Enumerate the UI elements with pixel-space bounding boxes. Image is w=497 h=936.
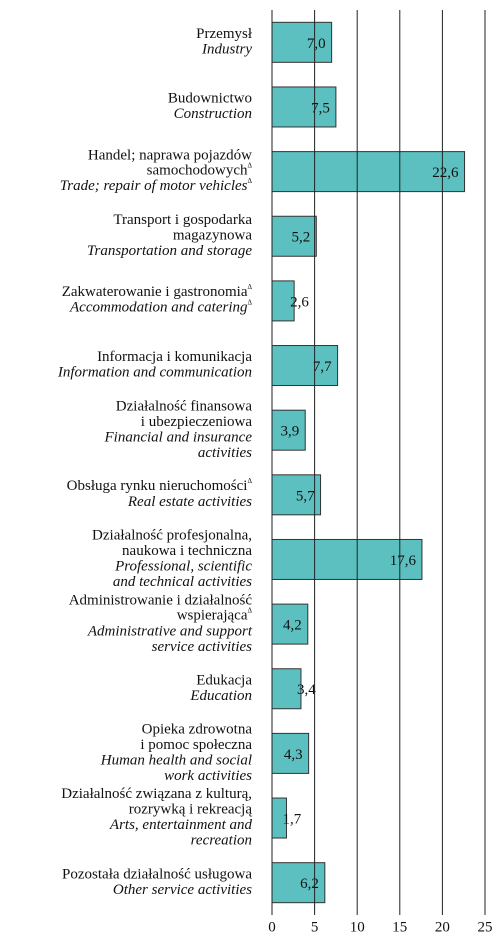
category-label: wspierającaΔ — [177, 606, 253, 624]
value-label: 4,3 — [284, 747, 303, 763]
category-label: naukowa i techniczna — [122, 543, 252, 559]
category-label: Administrowanie i działalność — [69, 592, 253, 608]
category-label: Działalność profesjonalna, — [92, 528, 252, 544]
bar — [271, 86, 337, 128]
category-label: service activities — [152, 639, 253, 655]
x-tick-label: 0 — [268, 919, 276, 935]
category-label: Informacja i komunikacja — [97, 349, 252, 365]
value-label: 7,7 — [313, 359, 332, 375]
bar — [271, 21, 333, 63]
category-label: i ubezpieczeniowa — [141, 414, 253, 430]
category-label: Przemysł — [196, 26, 253, 42]
value-label: 4,2 — [283, 618, 302, 634]
category-label: Transport i gospodarka — [113, 212, 252, 228]
bar — [271, 215, 317, 257]
x-tick-label: 5 — [311, 919, 319, 935]
category-label: Other service activities — [113, 882, 252, 898]
category-label: Działalność związana z kulturą, — [61, 786, 252, 802]
value-label: 6,2 — [300, 876, 319, 892]
category-label: Construction — [174, 106, 252, 122]
bar — [271, 151, 466, 193]
category-label: Arts, entertainment and — [109, 817, 253, 833]
value-label: 22,6 — [432, 165, 459, 181]
category-label: Opieka zdrowotna — [142, 722, 253, 738]
value-label: 1,7 — [282, 811, 301, 827]
value-label: 3,9 — [280, 424, 299, 440]
category-label: Administrative and support — [87, 623, 253, 639]
category-label: Real estate activities — [127, 494, 252, 510]
category-label: Handel; naprawa pojazdów — [88, 148, 252, 164]
category-label: Obsługa rynku nieruchomościΔ — [67, 477, 253, 495]
x-tick-label: 10 — [350, 919, 365, 935]
category-label: Industry — [201, 42, 252, 58]
value-label: 5,2 — [292, 230, 311, 246]
category-label: magazynowa — [173, 228, 252, 244]
category-label: work activities — [164, 768, 252, 784]
x-tick-label: 25 — [478, 919, 493, 935]
category-label: Budownictwo — [168, 91, 252, 107]
bar — [271, 862, 326, 904]
category-label: rozrywką i rekreacją — [129, 802, 253, 818]
value-label: 7,0 — [307, 36, 326, 52]
category-label: and technical activities — [113, 574, 252, 590]
category-label: Education — [189, 688, 252, 704]
category-label: Zakwaterowanie i gastronomiaΔ — [62, 283, 253, 301]
value-label: 3,4 — [297, 682, 316, 698]
x-tick-label: 20 — [435, 919, 450, 935]
bar — [271, 474, 322, 516]
category-label: activities — [198, 445, 252, 461]
category-label: Trade; repair of motor vehiclesΔ — [60, 177, 253, 195]
category-label: Działalność finansowa — [116, 398, 253, 414]
category-label: i pomoc społeczna — [140, 737, 252, 753]
bar — [271, 345, 339, 387]
category-label: Human health and social — [100, 753, 252, 769]
category-label: Transportation and storage — [87, 243, 252, 259]
category-label: Accommodation and cateringΔ — [69, 298, 252, 316]
category-label: recreation — [191, 833, 252, 849]
category-label: Information and communication — [57, 365, 252, 381]
category-label: Professional, scientific — [114, 559, 252, 575]
category-label: Pozostała działalność usługowa — [62, 866, 252, 882]
bar — [271, 409, 306, 451]
value-label: 17,6 — [390, 553, 417, 569]
value-label: 2,6 — [290, 294, 309, 310]
x-tick-label: 15 — [392, 919, 407, 935]
value-label: 7,5 — [311, 100, 330, 116]
category-label: samochodowychΔ — [147, 161, 253, 179]
value-label: 5,7 — [296, 488, 315, 504]
category-label: Financial and insurance — [104, 429, 253, 445]
category-label: Edukacja — [196, 672, 252, 688]
